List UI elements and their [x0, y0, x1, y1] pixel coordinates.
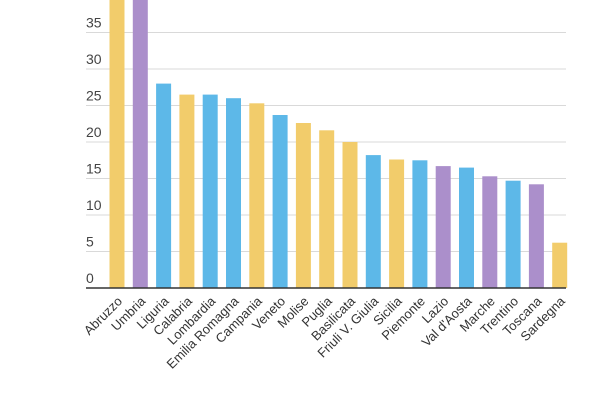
bars — [109, 0, 568, 289]
y-tick-label: 10 — [86, 197, 102, 213]
bar — [319, 130, 335, 288]
bar — [459, 167, 474, 288]
bar — [482, 176, 498, 288]
bar — [179, 94, 195, 288]
bar — [226, 98, 241, 288]
y-tick-label: 0 — [86, 270, 94, 286]
y-tick-label: 20 — [86, 124, 102, 140]
bar — [109, 0, 125, 288]
bar — [528, 184, 544, 288]
x-axis-labels: AbruzzoUmbriaLiguriaCalabriaLombardiaEmi… — [81, 293, 569, 372]
bar — [365, 155, 381, 288]
bar — [552, 242, 568, 288]
bar — [132, 0, 148, 288]
bar — [295, 123, 311, 288]
bar — [505, 180, 521, 288]
y-tick-label: 30 — [86, 51, 102, 67]
bar — [435, 166, 451, 288]
y-tick-label: 15 — [86, 161, 102, 177]
bar — [272, 115, 288, 288]
y-axis-ticks: 0 5 10 15 20 25 30 35 — [86, 15, 102, 287]
bar — [202, 94, 218, 288]
bar — [249, 103, 265, 288]
bar — [389, 159, 405, 288]
y-tick-label: 25 — [86, 88, 102, 104]
bar — [412, 160, 428, 289]
bar — [156, 83, 172, 288]
y-tick-label: 35 — [86, 15, 102, 31]
bar — [342, 142, 358, 288]
y-tick-label: 5 — [86, 234, 94, 250]
